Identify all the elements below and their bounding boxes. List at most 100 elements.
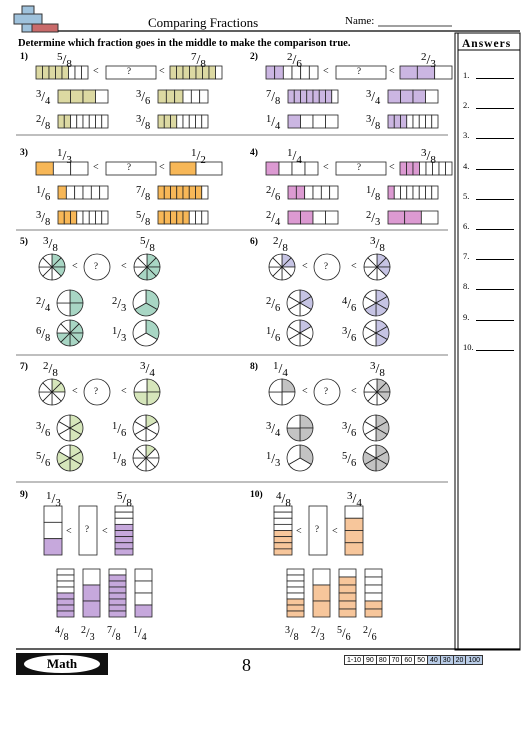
bar-segment xyxy=(404,210,422,225)
score-cell: 1-10 xyxy=(344,655,365,665)
fraction-label: 2/3 xyxy=(311,625,325,643)
unknown-circle xyxy=(313,253,341,281)
bar-segment xyxy=(76,114,84,129)
bar-segment xyxy=(286,568,305,576)
unknown-circle xyxy=(83,378,111,406)
bar-segment xyxy=(420,210,439,225)
problem-number: 2) xyxy=(250,52,258,62)
bar-segment xyxy=(114,530,134,538)
bar-segment xyxy=(273,517,293,525)
bar-segment xyxy=(157,210,165,225)
bar-segment xyxy=(406,114,414,129)
score-cell: 80 xyxy=(376,655,390,665)
answer-label: 2. xyxy=(463,100,470,111)
bar-segment xyxy=(286,598,305,606)
bar-segment xyxy=(331,89,339,104)
bar-segment xyxy=(387,210,406,225)
bar-segment xyxy=(82,89,96,104)
bar-segment xyxy=(312,185,322,200)
answer-blank[interactable] xyxy=(476,259,514,261)
bar-segment xyxy=(70,161,89,176)
answer-blank[interactable] xyxy=(476,168,514,170)
problem-number: 4) xyxy=(250,148,258,158)
bar-segment xyxy=(35,65,43,80)
bar-segment xyxy=(312,210,326,225)
bar-segment xyxy=(82,114,90,129)
fraction-label: 3/8 xyxy=(136,114,151,132)
problem-number: 10) xyxy=(250,490,263,500)
bar-segment xyxy=(70,89,84,104)
bar-segment xyxy=(56,580,75,588)
pie-slice xyxy=(69,302,84,317)
bar-segment xyxy=(74,185,84,200)
pie-slice xyxy=(281,391,296,406)
bar-segment xyxy=(43,538,63,556)
answer-blank[interactable] xyxy=(476,349,514,351)
score-cell: 30 xyxy=(440,655,454,665)
pie-slice xyxy=(56,302,71,317)
answer-blank[interactable] xyxy=(476,229,514,230)
fraction-label: 7/8 xyxy=(266,89,281,107)
fraction-label: 2/3 xyxy=(366,210,381,228)
answer-label: 10. xyxy=(463,341,474,352)
bar-segment xyxy=(81,65,89,80)
bar-segment xyxy=(201,114,209,129)
answer-blank[interactable] xyxy=(476,78,514,79)
bar-segment xyxy=(82,600,101,618)
fraction-label: 1/3 xyxy=(112,326,127,344)
bar-segment xyxy=(188,114,196,129)
answer-blank[interactable] xyxy=(476,319,514,321)
pie-slice xyxy=(364,414,377,429)
pie-slice xyxy=(286,427,301,442)
bar-segment xyxy=(364,584,383,594)
bar-segment xyxy=(114,517,134,525)
pie-slice xyxy=(364,444,377,459)
answer-blank[interactable] xyxy=(476,289,514,291)
bar-segment xyxy=(287,89,295,104)
fraction-label: 6/8 xyxy=(36,326,51,344)
bar-segment xyxy=(400,185,408,200)
bar-segment xyxy=(82,185,92,200)
bar-segment xyxy=(412,185,420,200)
bar-segment xyxy=(265,161,280,176)
bar-segment xyxy=(201,185,209,200)
fraction-label: 3/6 xyxy=(342,421,357,439)
bar-segment xyxy=(108,610,127,618)
bar-segment xyxy=(108,604,127,612)
bar-segment xyxy=(425,114,433,129)
pie-slice xyxy=(272,253,283,268)
bar-segment xyxy=(101,210,109,225)
fraction-label: 3/4 xyxy=(36,89,51,107)
bar-segment xyxy=(134,592,153,606)
bar-segment xyxy=(418,185,426,200)
bar-segment xyxy=(425,89,439,104)
fraction-label: 7/8 xyxy=(107,625,121,643)
bar-segment xyxy=(95,89,109,104)
pie-slice xyxy=(268,391,283,406)
bar-segment xyxy=(344,530,364,544)
bar-segment xyxy=(273,542,293,550)
bar-segment xyxy=(165,89,176,104)
bar-segment xyxy=(108,592,127,600)
fraction-label: 3/8 xyxy=(370,235,385,254)
answer-blank[interactable] xyxy=(476,198,514,200)
bar-segment xyxy=(63,210,71,225)
unknown-mark: ? xyxy=(324,261,328,271)
pie-slice xyxy=(299,414,314,429)
bar-segment xyxy=(387,114,395,129)
bar-segment xyxy=(338,592,357,602)
unknown-mark: ? xyxy=(324,386,328,396)
answer-blank[interactable] xyxy=(476,138,514,140)
bar-segment xyxy=(35,161,54,176)
bar-segment xyxy=(325,114,339,129)
fraction-label: 2/8 xyxy=(273,235,288,254)
unknown-box xyxy=(308,505,328,556)
bar-segment xyxy=(364,592,383,602)
answer-blank[interactable] xyxy=(476,108,514,110)
bar-segment xyxy=(82,210,90,225)
bar-segment xyxy=(393,114,401,129)
bar-segment xyxy=(114,536,134,544)
problem-number: 7) xyxy=(20,362,28,372)
bar-segment xyxy=(265,65,276,80)
